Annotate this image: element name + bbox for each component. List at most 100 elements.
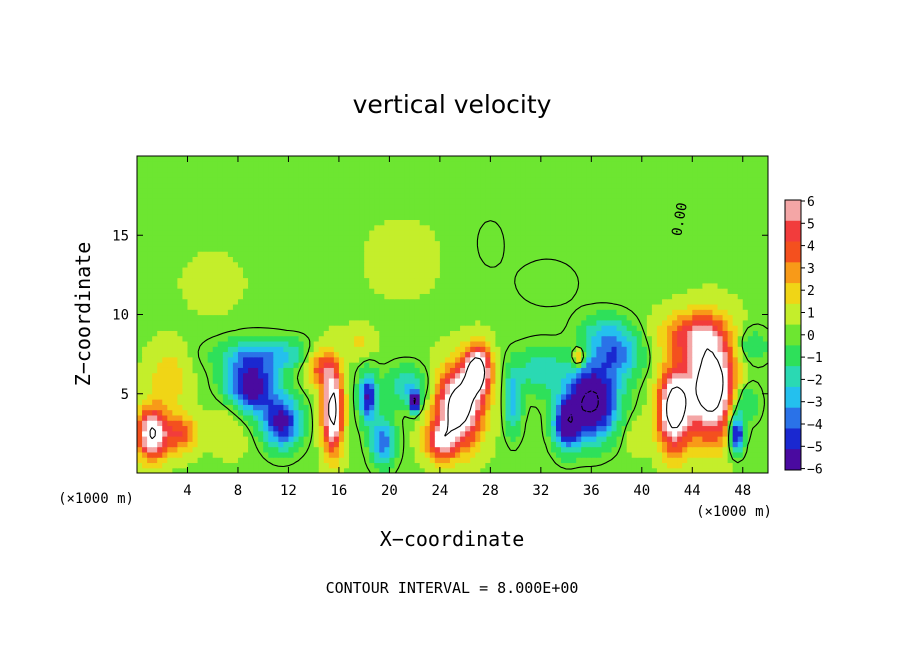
heatmap-cell [550,388,557,395]
heatmap-cell [742,266,749,273]
heatmap-cell [515,399,522,405]
heatmap-cell [333,399,340,405]
heatmap-cell [581,272,587,279]
heatmap-cell [611,319,618,326]
heatmap-cell [656,441,663,448]
heatmap-cell [273,335,279,342]
heatmap-cell [555,409,562,416]
heatmap-cell [323,457,330,464]
heatmap-cell [682,340,688,347]
heatmap-cell [167,399,173,405]
heatmap-cell [606,404,613,411]
heatmap-cell [258,383,264,390]
heatmap-cell [550,399,557,405]
heatmap-cell [308,272,315,279]
heatmap-cell [237,282,244,289]
heatmap-cell [389,414,396,421]
heatmap-cell [212,351,219,358]
heatmap-cell [212,266,219,273]
heatmap-cell [197,325,204,331]
heatmap-cell [465,303,471,310]
heatmap-cell [343,425,350,432]
heatmap-cell [747,325,754,331]
heatmap-cell [268,335,274,342]
heatmap-cell [278,309,284,316]
heatmap-cell [364,430,370,437]
heatmap-cell [142,430,148,437]
heatmap-cell [172,362,178,368]
heatmap-cell [177,393,184,400]
heatmap-cell [207,319,214,326]
heatmap-cell [399,425,406,432]
heatmap-cell [278,335,284,342]
heatmap-cell [727,261,734,268]
heatmap-cell [636,414,643,421]
heatmap-cell [525,319,532,326]
heatmap-cell [576,414,582,421]
heatmap-cell [480,441,486,448]
heatmap-cell [566,372,572,379]
heatmap-cell [697,340,703,347]
heatmap-cell [439,293,446,300]
heatmap-cell [424,303,431,310]
heatmap-cell [258,457,264,464]
heatmap-cell [172,425,178,432]
heatmap-cell [248,277,254,284]
heatmap-cell [202,467,209,473]
heatmap-cell [182,467,189,473]
heatmap-cell [616,272,623,279]
heatmap-cell [323,409,330,416]
heatmap-cell [737,383,744,390]
heatmap-cell [313,340,320,347]
heatmap-cell [318,457,325,464]
heatmap-cell [384,388,390,395]
heatmap-cell [571,451,577,458]
heatmap-cell [707,266,714,273]
heatmap-cell [682,277,688,284]
heatmap-cell [636,340,643,347]
heatmap-cell [328,367,335,374]
heatmap-cell [384,393,390,400]
heatmap-cell [465,436,471,442]
heatmap-cell [470,446,476,453]
heatmap-cell [606,272,613,279]
heatmap-cell [263,282,269,289]
heatmap-cell [424,399,431,405]
heatmap-cell [409,420,416,427]
heatmap-cell [672,436,678,442]
heatmap-cell [596,351,603,358]
heatmap-cell [338,430,345,437]
heatmap-cell [152,399,158,405]
heatmap-cell [232,467,239,473]
heatmap-cell [656,346,663,353]
heatmap-cell [510,436,517,442]
heatmap-cell [712,288,719,294]
heatmap-cell [207,404,214,411]
heatmap-cell [399,303,406,310]
heatmap-cell [323,404,330,411]
heatmap-cell [712,393,719,400]
heatmap-cell [419,362,426,368]
heatmap-cell [682,266,688,273]
heatmap-cell [349,314,355,321]
heatmap-cell [651,446,658,453]
heatmap-cell [142,298,148,305]
heatmap-cell [318,261,325,268]
heatmap-cell [621,383,628,390]
heatmap-cell [631,457,638,464]
heatmap-cell [389,388,396,395]
heatmap-cell [712,414,719,421]
heatmap-cell [525,351,532,358]
heatmap-cell [707,303,714,310]
heatmap-cell [555,351,562,358]
heatmap-cell [596,404,603,411]
heatmap-cell [455,372,461,379]
heatmap-cell [742,288,749,294]
heatmap-cell [727,388,734,395]
heatmap-cell [157,266,163,273]
heatmap-cell [707,309,714,316]
heatmap-cell [586,309,592,316]
heatmap-cell [182,266,189,273]
heatmap-cell [485,430,491,437]
heatmap-cell [434,404,441,411]
